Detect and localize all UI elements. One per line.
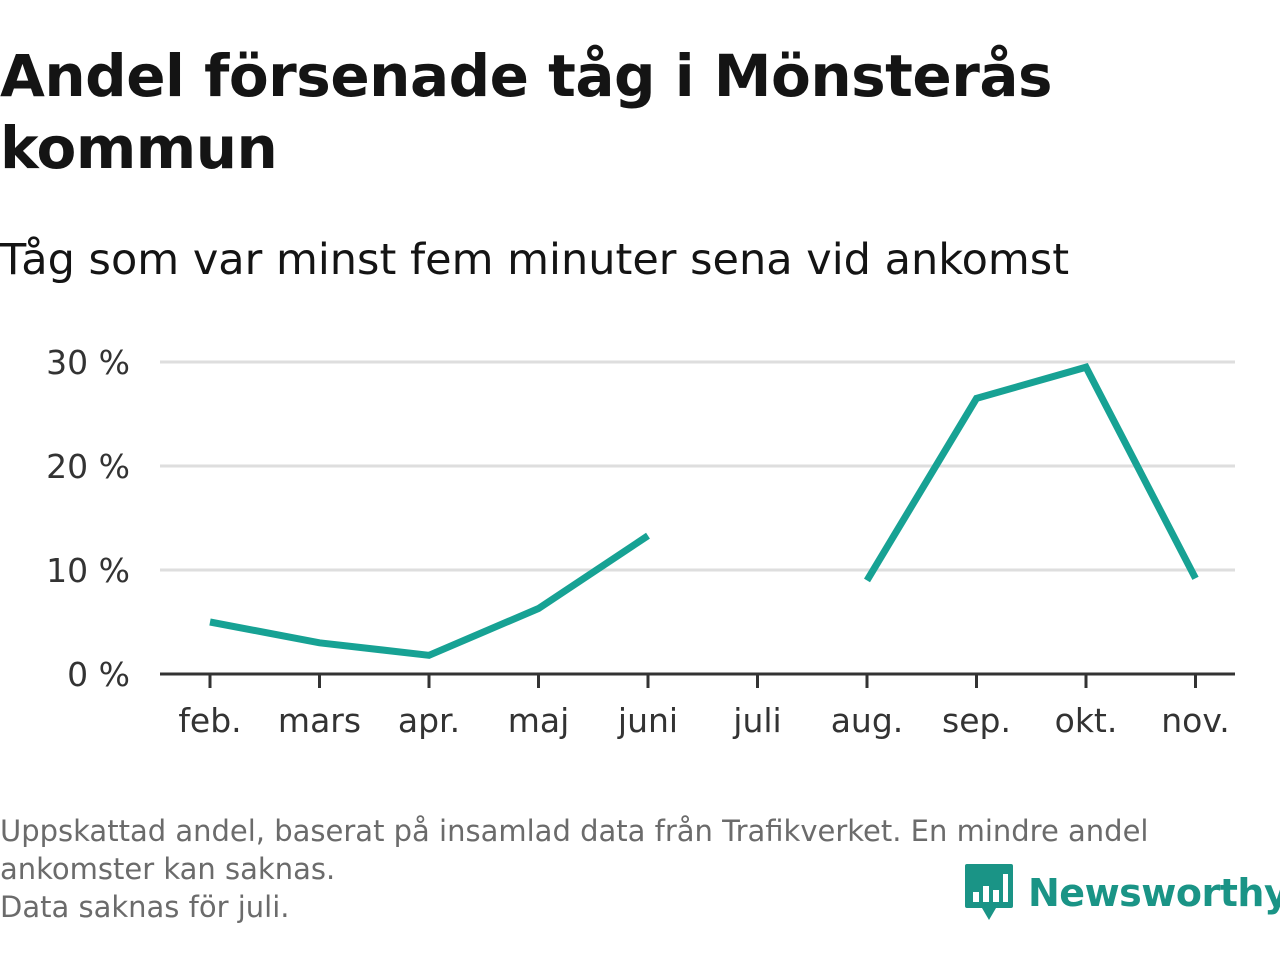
- y-axis-tick-labels: 0 % 10 % 20 % 30 %: [46, 343, 130, 694]
- grid-lines: [160, 360, 1235, 572]
- y-tick-label: 10 %: [46, 551, 130, 590]
- newsworthy-bar-chart-icon: [965, 864, 1013, 920]
- newsworthy-logo: Newsworthy: [964, 862, 1280, 924]
- line-chart: 0 % 10 % 20 % 30 % feb. mars apr. maj juni juli a…: [46, 343, 1235, 740]
- x-tick-label: juni: [617, 701, 678, 740]
- x-tick-label: sep.: [942, 701, 1011, 740]
- footnote-line: Data saknas för juli.: [0, 890, 290, 924]
- x-tick-label: okt.: [1055, 701, 1118, 740]
- x-tick-label: nov.: [1161, 701, 1230, 740]
- footnote-line: Uppskattad andel, baserat på insamlad da…: [0, 814, 1149, 848]
- x-tick-label: aug.: [831, 701, 904, 740]
- series-lines: [209, 363, 1199, 659]
- chart-title: Andel försenade tåg i Mönsterås kommun: [0, 42, 1052, 182]
- series-line: [864, 363, 1199, 583]
- x-tick-label: feb.: [178, 701, 241, 740]
- chart-subtitle: Tåg som var minst fem minuter sena vid a…: [0, 235, 1070, 285]
- x-tick-label: juli: [732, 701, 781, 740]
- y-tick-label: 20 %: [46, 447, 130, 486]
- x-tick-label: mars: [278, 701, 361, 740]
- footnote: Uppskattad andel, baserat på insamlad da…: [0, 812, 1270, 926]
- x-tick-label: apr.: [398, 701, 460, 740]
- x-tick-label: maj: [508, 701, 570, 740]
- y-tick-label: 0 %: [67, 655, 130, 694]
- footnote-line: ankomster kan saknas.: [0, 852, 336, 886]
- x-axis-ticks: feb. mars apr. maj juni juli aug. sep. okt. nov.: [160, 672, 1235, 740]
- y-tick-label: 30 %: [46, 343, 130, 382]
- series-line: [209, 532, 650, 659]
- logo-text: Newsworthy: [1028, 871, 1280, 915]
